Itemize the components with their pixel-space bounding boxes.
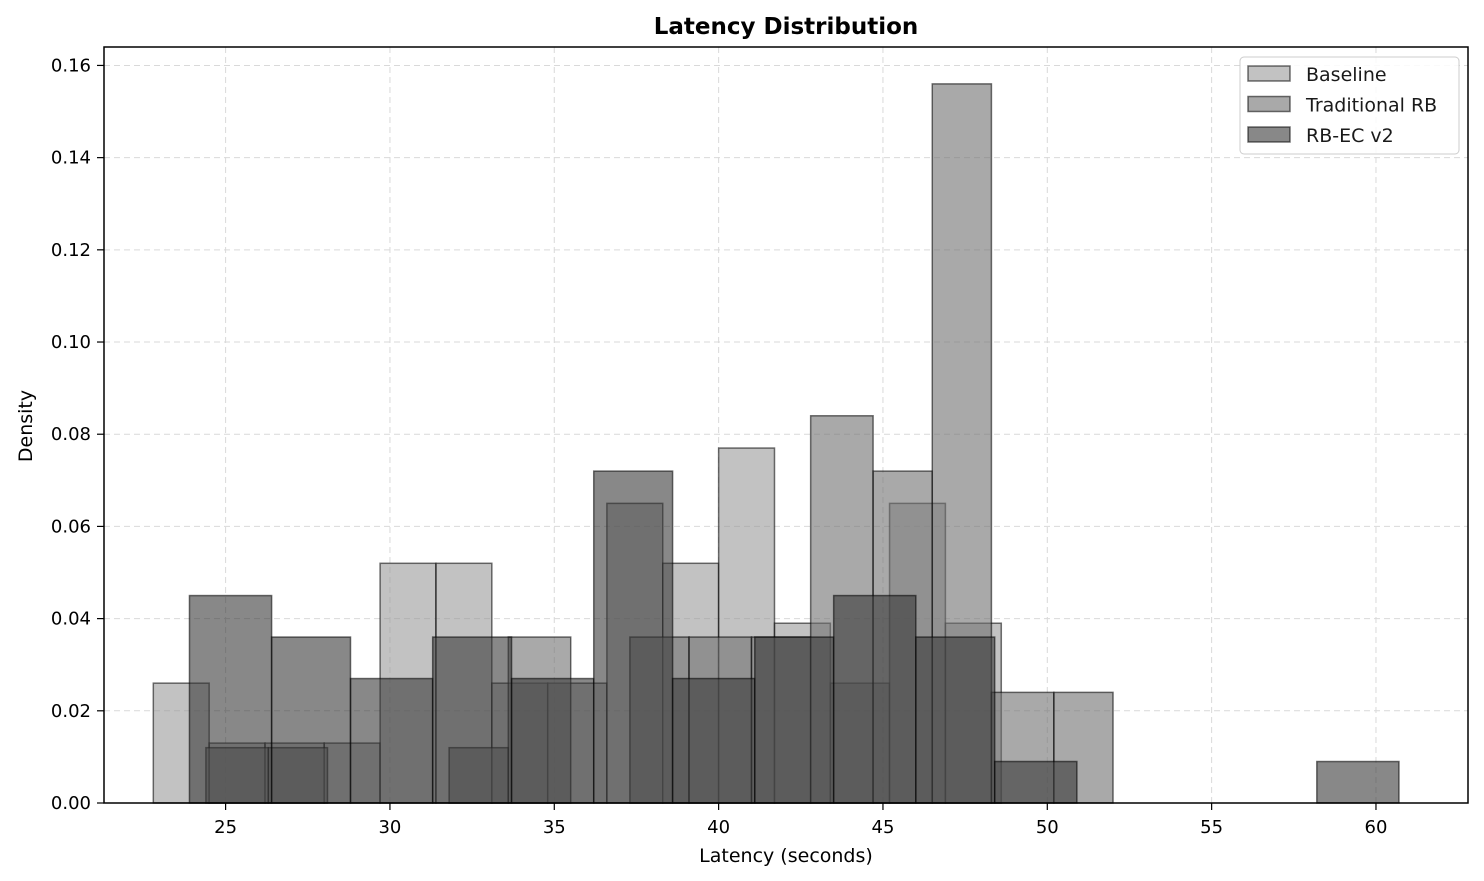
x-tick-label: 25 [214,817,237,838]
y-axis-label: Density [15,390,37,462]
legend: Baseline Traditional RB RB-EC v2 [1239,56,1460,155]
histogram-bar [671,677,756,804]
legend-swatch [1247,95,1291,113]
x-tick-label: 60 [1365,817,1388,838]
x-axis-ticks: 25 30 35 40 45 50 55 60 [214,803,1387,838]
histogram-bar [592,470,674,804]
y-tick-label: 0.16 [51,55,91,76]
x-tick-label: 45 [872,817,895,838]
x-axis-label: Latency (seconds) [699,845,873,867]
y-tick-label: 0.02 [51,701,91,722]
x-tick-label: 40 [707,817,730,838]
histogram-bar [754,636,835,804]
x-tick-label: 50 [1036,817,1059,838]
y-tick-label: 0.00 [51,793,91,814]
legend-item: RB-EC v2 [1247,125,1394,147]
histogram-bar [510,677,595,804]
y-tick-label: 0.12 [51,240,91,261]
histogram-bars [152,83,1400,804]
x-tick-label: 30 [378,817,401,838]
y-tick-label: 0.14 [51,148,91,169]
plot-frame [103,46,1469,804]
y-tick-label: 0.10 [51,332,91,353]
histogram-bar [832,594,917,804]
legend-label: Traditional RB [1305,95,1437,117]
histogram-bar [431,636,513,804]
histogram-bar [188,594,273,804]
y-axis-ticks: 0.00 0.02 0.04 0.06 0.08 0.10 0.12 0.14 0.16 [51,55,104,814]
legend-item: Traditional RB [1247,95,1437,117]
x-tick-label: 35 [543,817,566,838]
y-tick-label: 0.06 [51,516,91,537]
legend-swatch [1247,65,1291,82]
histogram-bar [993,760,1078,804]
chart-title: Latency Distribution [654,14,919,40]
histogram-bar [349,677,434,804]
series-rb-ec-v2 [188,470,1400,804]
legend-box [1239,56,1460,155]
legend-label: Baseline [1306,64,1387,86]
y-tick-label: 0.04 [51,609,91,630]
x-tick-label: 55 [1200,817,1223,838]
histogram-bar [270,636,352,804]
legend-item: Baseline [1247,64,1387,86]
y-tick-label: 0.08 [51,424,91,445]
histogram-bar [915,636,996,804]
legend-swatch [1247,126,1291,143]
legend-label: RB-EC v2 [1306,125,1394,147]
histogram-bar [1316,760,1400,804]
